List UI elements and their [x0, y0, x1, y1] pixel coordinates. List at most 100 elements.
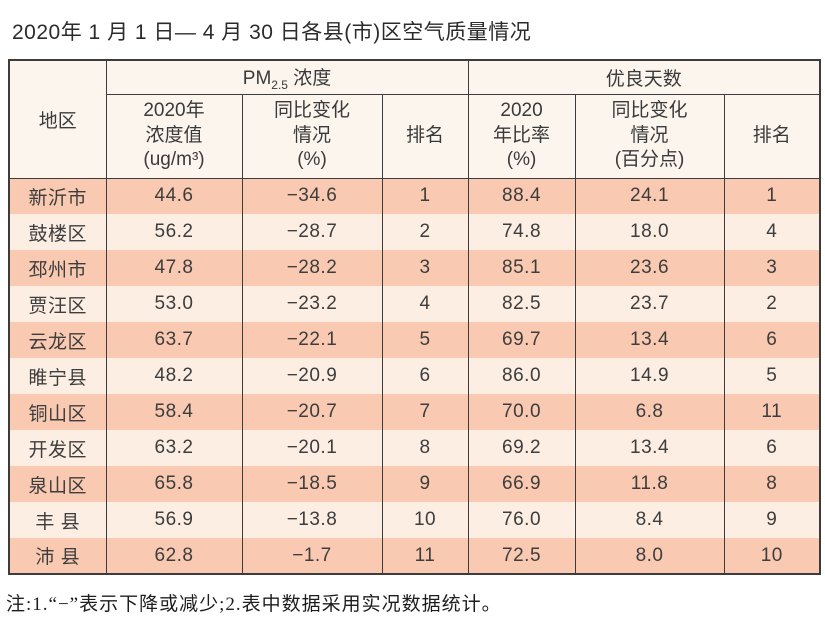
region-cell: 开发区 [8, 430, 107, 466]
good-rank-cell: 2 [723, 286, 821, 322]
table-row: 贾汪区 53.0 −23.2 4 82.5 23.7 2 [8, 286, 821, 322]
pm-rank-cell: 4 [381, 286, 469, 322]
pm-change-cell: −18.5 [241, 466, 383, 502]
pm-change-cell: −1.7 [241, 538, 383, 574]
table-row: 沛 县 62.8 −1.7 11 72.5 8.0 10 [8, 538, 821, 574]
pm-rank-cell: 7 [381, 394, 469, 430]
pm-change-cell: −13.8 [241, 502, 383, 538]
pm-value-cell: 63.2 [105, 430, 243, 466]
good-rank-cell: 6 [723, 430, 821, 466]
good-rate-cell: 66.9 [467, 466, 576, 502]
good-change-cell: 23.7 [574, 286, 725, 322]
good-rate-cell: 72.5 [467, 538, 576, 574]
table-row: 丰 县 56.9 −13.8 10 76.0 8.4 9 [8, 502, 821, 538]
good-change-cell: 8.4 [574, 502, 725, 538]
region-cell: 鼓楼区 [8, 214, 107, 250]
good-change-cell: 8.0 [574, 538, 725, 574]
good-rate-cell: 85.1 [467, 250, 576, 286]
pm-value-cell: 48.2 [105, 358, 243, 394]
pm-value-cell: 65.8 [105, 466, 243, 502]
table-row: 睢宁县 48.2 −20.9 6 86.0 14.9 5 [8, 358, 821, 394]
region-cell: 贾汪区 [8, 286, 107, 322]
column-group-pm25: PM2.5 浓度 [105, 59, 469, 95]
region-cell: 睢宁县 [8, 358, 107, 394]
region-cell: 丰 县 [8, 502, 107, 538]
pm-change-cell: −20.1 [241, 430, 383, 466]
pm-rank-cell: 10 [381, 502, 469, 538]
column-header-pm-change: 同比变化 情况 (%) [241, 93, 383, 179]
good-rank-cell: 5 [723, 358, 821, 394]
pm-value-cell: 47.8 [105, 250, 243, 286]
column-header-pm-rank: 排名 [381, 93, 469, 179]
good-change-cell: 11.8 [574, 466, 725, 502]
good-rank-cell: 9 [723, 502, 821, 538]
column-header-good-change: 同比变化 情况 (百分点) [574, 93, 725, 179]
good-rate-cell: 69.2 [467, 430, 576, 466]
region-cell: 云龙区 [8, 322, 107, 358]
pm-change-cell: −20.9 [241, 358, 383, 394]
pm-value-cell: 44.6 [105, 178, 243, 214]
pm-change-cell: −22.1 [241, 322, 383, 358]
pm-label: PM [242, 67, 272, 89]
pm-rank-cell: 9 [381, 466, 469, 502]
good-rate-cell: 69.7 [467, 322, 576, 358]
pm-change-cell: −20.7 [241, 394, 383, 430]
pm-value-cell: 63.7 [105, 322, 243, 358]
good-rank-cell: 4 [723, 214, 821, 250]
pm-value-cell: 58.4 [105, 394, 243, 430]
region-cell: 铜山区 [8, 394, 107, 430]
pm-value-cell: 56.9 [105, 502, 243, 538]
table-row: 开发区 63.2 −20.1 8 69.2 13.4 6 [8, 430, 821, 466]
region-cell: 泉山区 [8, 466, 107, 502]
good-rate-cell: 82.5 [467, 286, 576, 322]
good-change-cell: 6.8 [574, 394, 725, 430]
column-header-good-rank: 排名 [723, 93, 821, 179]
table-row: 鼓楼区 56.2 −28.7 2 74.8 18.0 4 [8, 214, 821, 250]
good-change-cell: 24.1 [574, 178, 725, 214]
region-cell: 邳州市 [8, 250, 107, 286]
air-quality-table: 地区 PM2.5 浓度 优良天数 2020年 浓度值 (ug/m³) 同比变化 … [8, 59, 822, 575]
pm-rank-cell: 3 [381, 250, 469, 286]
pm-rank-cell: 11 [381, 538, 469, 574]
column-header-pm-value: 2020年 浓度值 (ug/m³) [105, 93, 243, 179]
column-group-good-days: 优良天数 [467, 59, 821, 95]
good-rate-cell: 70.0 [467, 394, 576, 430]
table-body: 新沂市 44.6 −34.6 1 88.4 24.1 1 鼓楼区 56.2 −2… [8, 178, 821, 574]
good-rate-cell: 86.0 [467, 358, 576, 394]
table-row: 新沂市 44.6 −34.6 1 88.4 24.1 1 [8, 178, 821, 214]
good-rank-cell: 10 [723, 538, 821, 574]
pm-change-cell: −34.6 [241, 178, 383, 214]
good-rate-cell: 88.4 [467, 178, 576, 214]
pm-rank-cell: 1 [381, 178, 469, 214]
table-row: 邳州市 47.8 −28.2 3 85.1 23.6 3 [8, 250, 821, 286]
good-rank-cell: 6 [723, 322, 821, 358]
good-rank-cell: 3 [723, 250, 821, 286]
pm-value-cell: 62.8 [105, 538, 243, 574]
table-row: 云龙区 63.7 −22.1 5 69.7 13.4 6 [8, 322, 821, 358]
good-change-cell: 13.4 [574, 322, 725, 358]
good-change-cell: 23.6 [574, 250, 725, 286]
pm-change-cell: −28.2 [241, 250, 383, 286]
pm-rank-cell: 6 [381, 358, 469, 394]
good-rate-cell: 76.0 [467, 502, 576, 538]
pm-rank-cell: 5 [381, 322, 469, 358]
table-header: 地区 PM2.5 浓度 优良天数 2020年 浓度值 (ug/m³) 同比变化 … [8, 59, 821, 179]
good-change-cell: 18.0 [574, 214, 725, 250]
good-rank-cell: 11 [723, 394, 821, 430]
good-change-cell: 14.9 [574, 358, 725, 394]
pm-value-cell: 53.0 [105, 286, 243, 322]
pm-change-cell: −28.7 [241, 214, 383, 250]
pm-value-cell: 56.2 [105, 214, 243, 250]
good-rank-cell: 1 [723, 178, 821, 214]
table-row: 铜山区 58.4 −20.7 7 70.0 6.8 11 [8, 394, 821, 430]
table-row: 泉山区 65.8 −18.5 9 66.9 11.8 8 [8, 466, 821, 502]
column-header-good-rate: 2020 年比率 (%) [467, 93, 576, 179]
pm-change-cell: −23.2 [241, 286, 383, 322]
pm-rank-cell: 8 [381, 430, 469, 466]
region-cell: 沛 县 [8, 538, 107, 574]
region-cell: 新沂市 [8, 178, 107, 214]
pm-label-tail: 浓度 [287, 67, 332, 89]
page-title: 2020年 1 月 1 日— 4 月 30 日各县(市)区空气质量情况 [12, 21, 532, 44]
footnote: 注:1.“−”表示下降或减少;2.表中数据采用实况数据统计。 [6, 594, 502, 615]
